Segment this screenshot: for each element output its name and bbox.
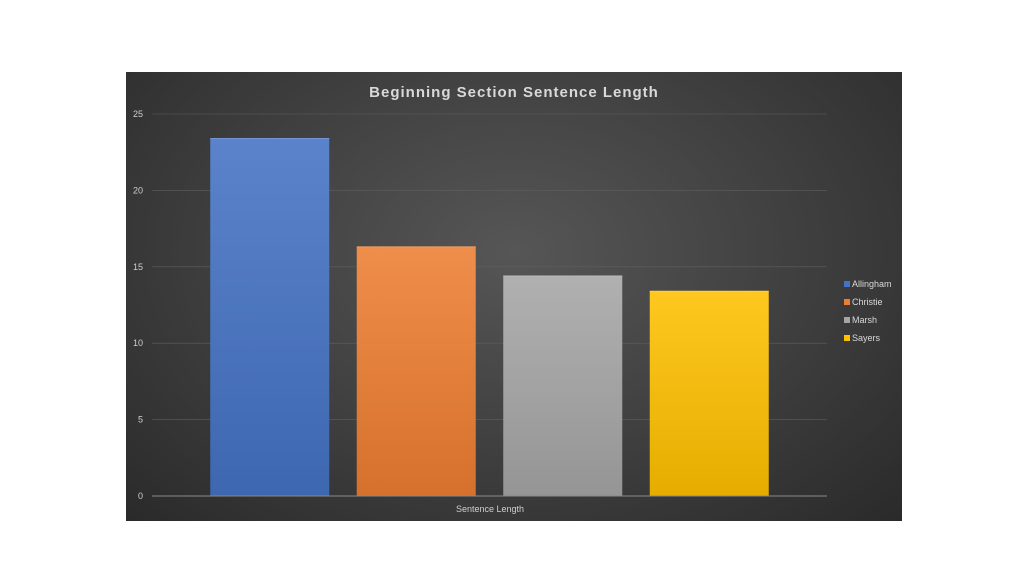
- bar-chart: Beginning Section Sentence Length 0 5 10 15…: [133, 84, 892, 514]
- legend: Allingham Christie Marsh Sayers: [844, 279, 892, 343]
- bar-christie: [356, 246, 476, 496]
- y-tick-label: 15: [133, 262, 143, 272]
- y-tick-label: 20: [133, 185, 143, 195]
- bars: [210, 137, 769, 496]
- legend-label: Allingham: [852, 279, 892, 289]
- y-tick-label: 25: [133, 109, 143, 119]
- bar-marsh: [503, 275, 623, 496]
- y-tick-label: 10: [133, 338, 143, 348]
- bar-sayers: [649, 291, 769, 496]
- y-tick-label: 0: [138, 491, 143, 501]
- legend-swatch-sayers: [844, 335, 850, 341]
- x-category-label: Sentence Length: [456, 504, 524, 514]
- chart-title: Beginning Section Sentence Length: [369, 84, 659, 101]
- y-axis-ticks: 0 5 10 15 20 25: [133, 109, 143, 501]
- legend-label: Sayers: [852, 333, 881, 343]
- legend-label: Marsh: [852, 315, 877, 325]
- legend-swatch-allingham: [844, 281, 850, 287]
- bar-allingham: [210, 138, 330, 496]
- y-tick-label: 5: [138, 415, 143, 425]
- chart-panel: Beginning Section Sentence Length 0 5 10 15…: [126, 72, 902, 521]
- legend-swatch-christie: [844, 299, 850, 305]
- legend-label: Christie: [852, 297, 883, 307]
- legend-swatch-marsh: [844, 317, 850, 323]
